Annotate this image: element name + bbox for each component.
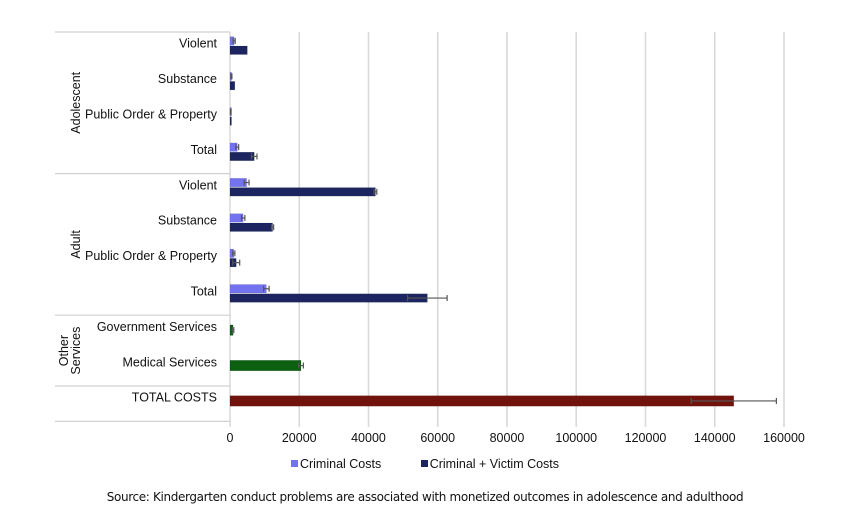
x-tick-label-0: 0 xyxy=(227,431,234,445)
category-label-adult-public-order-property: Public Order & Property xyxy=(85,249,218,263)
bar-adolescent-violent-criminal-victim-costs xyxy=(229,45,248,55)
bar-adolescent-public-order-property-criminal-victim-costs xyxy=(229,116,232,126)
category-label-adolescent-public-order-property: Public Order & Property xyxy=(85,108,218,122)
group-label-adult: Adult xyxy=(69,230,83,259)
bar-other-services-medical-services-medical-services xyxy=(229,360,302,372)
bar-adult-substance-criminal-victim-costs xyxy=(229,222,273,232)
category-label-other-services-medical-services: Medical Services xyxy=(123,355,217,369)
category-label-adult-substance: Substance xyxy=(158,214,217,228)
x-tick-label-80000: 80000 xyxy=(490,431,525,445)
category-label-adolescent-substance: Substance xyxy=(158,72,217,86)
category-label-adolescent-violent: Violent xyxy=(179,37,218,51)
legend-item-criminal-victim-costs: Criminal + Victim Costs xyxy=(420,456,560,471)
x-tick-label-40000: 40000 xyxy=(351,431,386,445)
x-tick-label-20000: 20000 xyxy=(282,431,317,445)
bar-adult-total-criminal-victim-costs xyxy=(229,293,428,303)
legend-swatch-criminal-costs xyxy=(290,460,298,467)
legend-label-criminal-costs: Criminal Costs xyxy=(299,456,382,471)
x-tick-label-60000: 60000 xyxy=(420,431,455,445)
source-caption: Source: Kindergarten conduct problems ar… xyxy=(106,490,744,504)
legend-label-criminal-victim-costs: Criminal + Victim Costs xyxy=(429,456,560,471)
category-label-adolescent-total: Total xyxy=(191,143,217,157)
legend-item-criminal-costs: Criminal Costs xyxy=(290,456,382,471)
group-label-other-services-line-2: Services xyxy=(69,327,83,375)
category-label-adult-total: Total xyxy=(191,285,217,299)
bar-adolescent-total-criminal-victim-costs xyxy=(229,151,255,161)
x-tick-label-160000: 160000 xyxy=(763,431,805,445)
chart-legend: Criminal Costs Criminal + Victim Costs xyxy=(0,456,850,471)
group-label-other-services-line-1: Other xyxy=(57,335,71,366)
bar-adult-violent-criminal-victim-costs xyxy=(229,187,376,197)
bar-adult-total-criminal-costs xyxy=(229,284,267,294)
x-tick-label-100000: 100000 xyxy=(555,431,597,445)
bar-total-costs-total-costs xyxy=(229,395,735,407)
legend-swatch-criminal-victim-costs xyxy=(420,460,428,467)
group-label-adolescent: Adolescent xyxy=(69,71,83,133)
category-label-other-services-government-services: Government Services xyxy=(97,320,217,334)
x-tick-label-120000: 120000 xyxy=(625,431,667,445)
x-tick-label-140000: 140000 xyxy=(694,431,736,445)
category-label-adult-violent: Violent xyxy=(179,178,218,192)
bar-adolescent-substance-criminal-victim-costs xyxy=(229,81,236,91)
bar-chart: 0 20000 40000 60000 80000 100000 120000 140000 1… xyxy=(55,31,805,445)
category-label-total-costs: TOTAL COSTS xyxy=(132,391,217,405)
